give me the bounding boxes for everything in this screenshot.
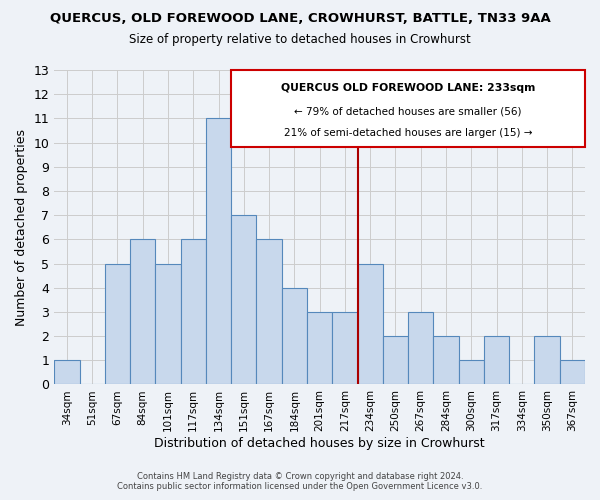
- Text: ← 79% of detached houses are smaller (56): ← 79% of detached houses are smaller (56…: [295, 106, 522, 117]
- Text: QUERCUS OLD FOREWOOD LANE: 233sqm: QUERCUS OLD FOREWOOD LANE: 233sqm: [281, 84, 535, 94]
- X-axis label: Distribution of detached houses by size in Crowhurst: Distribution of detached houses by size …: [154, 437, 485, 450]
- Bar: [560, 360, 585, 384]
- Text: QUERCUS, OLD FOREWOOD LANE, CROWHURST, BATTLE, TN33 9AA: QUERCUS, OLD FOREWOOD LANE, CROWHURST, B…: [50, 12, 550, 26]
- Y-axis label: Number of detached properties: Number of detached properties: [15, 128, 28, 326]
- Bar: [484, 336, 509, 384]
- Bar: [231, 215, 256, 384]
- Bar: [256, 240, 282, 384]
- Text: Size of property relative to detached houses in Crowhurst: Size of property relative to detached ho…: [129, 32, 471, 46]
- Bar: [54, 360, 80, 384]
- Text: Contains HM Land Registry data © Crown copyright and database right 2024.
Contai: Contains HM Land Registry data © Crown c…: [118, 472, 482, 491]
- Bar: [130, 240, 155, 384]
- Bar: [307, 312, 332, 384]
- Bar: [408, 312, 433, 384]
- Bar: [181, 240, 206, 384]
- Bar: [105, 264, 130, 384]
- Bar: [155, 264, 181, 384]
- Text: 21% of semi-detached houses are larger (15) →: 21% of semi-detached houses are larger (…: [284, 128, 532, 138]
- Bar: [535, 336, 560, 384]
- Bar: [358, 264, 383, 384]
- Bar: [383, 336, 408, 384]
- Bar: [332, 312, 358, 384]
- Bar: [206, 118, 231, 384]
- FancyBboxPatch shape: [231, 70, 585, 148]
- Bar: [282, 288, 307, 384]
- Bar: [433, 336, 458, 384]
- Bar: [458, 360, 484, 384]
